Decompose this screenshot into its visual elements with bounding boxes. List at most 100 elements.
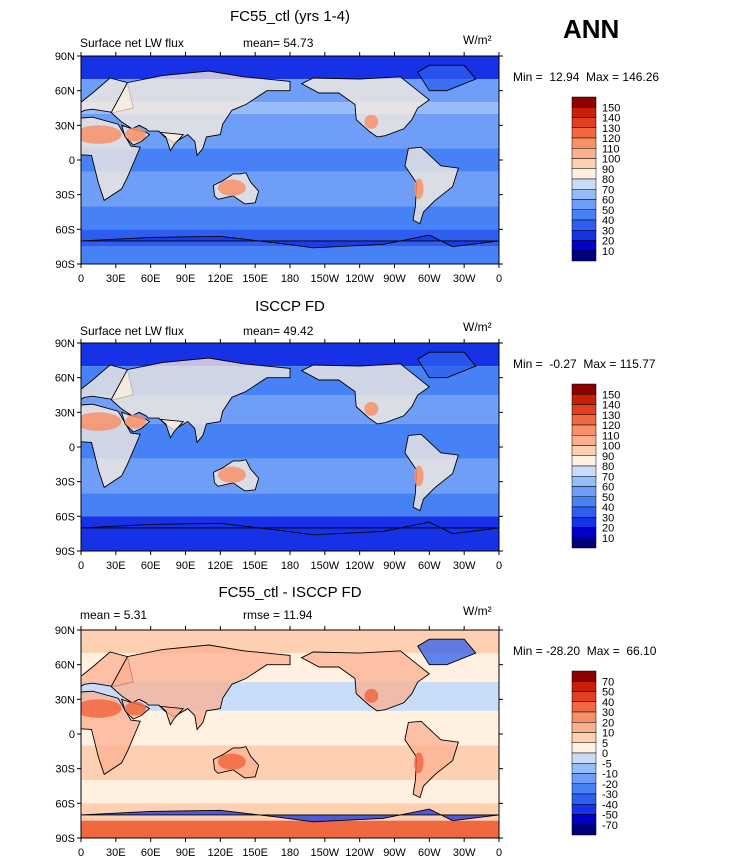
colorbar-label: 140: [602, 113, 620, 125]
lon-tick-label: 30E: [106, 560, 126, 572]
colorbar-label: 20: [602, 523, 614, 535]
colorbar-label: 130: [602, 123, 620, 135]
colorbar-label: 30: [602, 707, 614, 719]
lon-tick-label: 120E: [207, 273, 233, 285]
lon-tick-label: 90W: [383, 273, 406, 285]
lat-tick-label: 30N: [55, 407, 75, 419]
colorbar-label: 60: [602, 195, 614, 207]
season-label: ANN: [563, 14, 620, 44]
panel-2-units: W/m²: [463, 320, 492, 334]
lon-tick-label: 120W: [345, 273, 374, 285]
colorbar-label: 40: [602, 697, 614, 709]
colorbar-label: 10: [602, 728, 614, 740]
lon-tick-label: 120E: [207, 560, 233, 572]
lat-tick-label: 0: [69, 155, 75, 167]
lat-tick-label: 60N: [55, 373, 75, 385]
colorbar-label: 30: [602, 225, 614, 237]
colorbar-label: 140: [602, 400, 620, 412]
panel-2-left-label: Surface net LW flux: [80, 324, 184, 338]
lon-tick-label: 90W: [383, 560, 406, 572]
colorbar-label: -5: [602, 758, 612, 770]
colorbar-label: 80: [602, 174, 614, 186]
colorbar-label: 40: [602, 502, 614, 514]
colorbar-label: 40: [602, 215, 614, 227]
lat-tick-label: 30S: [55, 190, 75, 202]
lat-tick-label: 60N: [55, 660, 75, 672]
lon-tick-label: 150W: [310, 847, 339, 859]
lat-tick-label: 60S: [55, 798, 75, 810]
lat-tick-label: 90N: [55, 51, 75, 63]
lat-tick-label: 60N: [55, 86, 75, 98]
colorbar-label: 120: [602, 420, 620, 432]
colorbar-label: 70: [602, 676, 614, 688]
lon-tick-label: 180: [281, 847, 299, 859]
colorbar-label: 100: [602, 441, 620, 453]
lon-tick-label: 30E: [106, 847, 126, 859]
lat-tick-label: 30S: [55, 477, 75, 489]
lon-tick-label: 90E: [176, 847, 196, 859]
lon-tick-label: 0: [496, 847, 502, 859]
colorbar-label: -10: [602, 769, 618, 781]
panel-1-title: FC55_ctl (yrs 1-4): [229, 8, 351, 25]
lon-tick-label: 30W: [453, 560, 476, 572]
panel-3-title: FC55_ctl - ISCCP FD: [218, 584, 362, 601]
panel-1-left-label: Surface net LW flux: [80, 36, 184, 50]
lon-tick-label: 60E: [141, 273, 161, 285]
lon-tick-label: 30E: [106, 273, 126, 285]
colorbar-label: 20: [602, 236, 614, 248]
colorbar-label: 30: [602, 512, 614, 524]
colorbar-label: 10: [602, 246, 614, 258]
lon-tick-label: 60W: [418, 273, 441, 285]
panel-2-title: ISCCP FD: [255, 298, 325, 315]
colorbar-label: 60: [602, 482, 614, 494]
panel-1-minmax: Min = 12.94 Max = 146.26: [513, 70, 660, 84]
colorbar-label: -50: [602, 810, 618, 822]
colorbar-label: 70: [602, 471, 614, 483]
lat-tick-label: 90N: [55, 338, 75, 350]
colorbar-label: -30: [602, 789, 618, 801]
colorbar-label: 150: [602, 102, 620, 114]
lon-tick-label: 90E: [176, 273, 196, 285]
lon-tick-label: 60E: [141, 560, 161, 572]
panel-2-mean: mean= 49.42: [243, 324, 314, 338]
lon-tick-label: 180: [281, 273, 299, 285]
colorbar-label: 10: [602, 533, 614, 545]
colorbar-label: 80: [602, 461, 614, 473]
panel-3-units: W/m²: [463, 604, 492, 618]
lat-tick-label: 30N: [55, 120, 75, 132]
colorbar-label: 50: [602, 492, 614, 504]
lon-tick-label: 0: [496, 273, 502, 285]
lon-tick-label: 0: [496, 560, 502, 572]
lon-tick-label: 120W: [345, 560, 374, 572]
colorbar-label: 130: [602, 410, 620, 422]
colorbar-label: 70: [602, 184, 614, 196]
lat-tick-label: 0: [69, 442, 75, 454]
panel-3-mean: mean = 5.31: [80, 608, 148, 622]
lon-tick-label: 0: [78, 273, 84, 285]
panel-1-units: W/m²: [463, 33, 492, 47]
panel-1-mean: mean= 54.73: [243, 36, 314, 50]
colorbar-label: 90: [602, 164, 614, 176]
lon-tick-label: 90E: [176, 560, 196, 572]
lon-tick-label: 180: [281, 560, 299, 572]
lat-tick-label: 90S: [55, 259, 75, 271]
colorbar-label: 90: [602, 451, 614, 463]
lat-tick-label: 60S: [55, 224, 75, 236]
lon-tick-label: 0: [78, 560, 84, 572]
lat-tick-label: 30S: [55, 764, 75, 776]
colorbar-label: 150: [602, 389, 620, 401]
colorbar-label: 50: [602, 687, 614, 699]
lon-tick-label: 60W: [418, 560, 441, 572]
lon-tick-label: 120W: [345, 847, 374, 859]
lon-tick-label: 150E: [242, 847, 268, 859]
colorbar-label: 20: [602, 717, 614, 729]
lon-tick-label: 30W: [453, 273, 476, 285]
colorbar-label: -70: [602, 820, 618, 832]
